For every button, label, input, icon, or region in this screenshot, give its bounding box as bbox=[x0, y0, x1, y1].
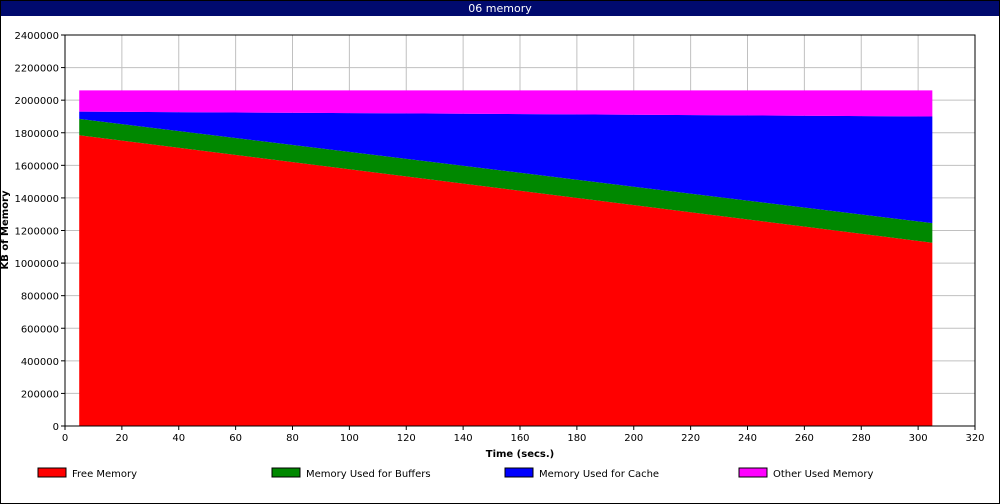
x-tick-label-5: 100 bbox=[340, 433, 359, 444]
x-tick-label-15: 300 bbox=[909, 433, 928, 444]
x-tick-label-4: 80 bbox=[286, 433, 299, 444]
y-tick-label-2: 400000 bbox=[21, 357, 59, 368]
y-tick-label-3: 600000 bbox=[21, 324, 59, 335]
y-axis-ticks: 0 200000 400000 600000 800000 1000000 1200000 1… bbox=[14, 31, 65, 433]
x-axis-title: Time (secs.) bbox=[486, 449, 555, 460]
x-tick-label-14: 280 bbox=[852, 433, 871, 444]
stacked-areas bbox=[79, 90, 933, 426]
y-tick-label-10: 2000000 bbox=[14, 96, 59, 107]
x-tick-label-0: 0 bbox=[62, 433, 68, 444]
x-tick-label-12: 240 bbox=[738, 433, 757, 444]
y-tick-label-1: 200000 bbox=[21, 389, 59, 400]
x-axis-ticks: 0 20 40 60 80 100 120 140 160 180 200 220 240 260 280 3… bbox=[62, 426, 985, 444]
x-tick-label-16: 320 bbox=[965, 433, 984, 444]
x-tick-label-10: 200 bbox=[624, 433, 643, 444]
legend-label-2: Memory Used for Cache bbox=[539, 469, 659, 480]
y-tick-label-0: 0 bbox=[53, 422, 59, 433]
legend-label-3: Other Used Memory bbox=[773, 469, 874, 480]
x-tick-label-2: 40 bbox=[172, 433, 185, 444]
x-tick-label-3: 60 bbox=[229, 433, 242, 444]
legend-swatch-0 bbox=[37, 467, 67, 478]
x-tick-label-9: 180 bbox=[567, 433, 586, 444]
area-series-3 bbox=[79, 90, 933, 117]
legend-swatch-3 bbox=[738, 467, 768, 478]
y-tick-label-6: 1200000 bbox=[14, 227, 59, 238]
legend: Free Memory Memory Used for Buffers Memory… bbox=[37, 467, 874, 480]
y-tick-label-4: 800000 bbox=[21, 292, 59, 303]
legend-label-0: Free Memory bbox=[72, 469, 137, 480]
y-tick-label-11: 2200000 bbox=[14, 64, 59, 75]
area-series-2 bbox=[79, 111, 933, 224]
legend-swatch-1 bbox=[271, 467, 301, 478]
y-tick-label-7: 1400000 bbox=[14, 194, 59, 205]
window-title: 06 memory bbox=[1, 1, 999, 16]
x-tick-label-7: 140 bbox=[454, 433, 473, 444]
y-tick-label-9: 1800000 bbox=[14, 129, 59, 140]
legend-swatch-2 bbox=[504, 467, 534, 478]
y-axis-title: KB of Memory bbox=[0, 190, 11, 270]
y-tick-label-5: 1000000 bbox=[14, 259, 59, 270]
x-tick-label-11: 220 bbox=[681, 433, 700, 444]
x-tick-label-13: 260 bbox=[795, 433, 814, 444]
y-tick-label-8: 1600000 bbox=[14, 161, 59, 172]
x-tick-label-6: 120 bbox=[397, 433, 416, 444]
x-tick-label-8: 160 bbox=[510, 433, 529, 444]
y-tick-label-12: 2400000 bbox=[14, 31, 59, 42]
legend-label-1: Memory Used for Buffers bbox=[306, 469, 431, 480]
x-tick-label-1: 20 bbox=[116, 433, 129, 444]
area-series-1 bbox=[79, 118, 933, 243]
area-series-0 bbox=[79, 135, 933, 426]
